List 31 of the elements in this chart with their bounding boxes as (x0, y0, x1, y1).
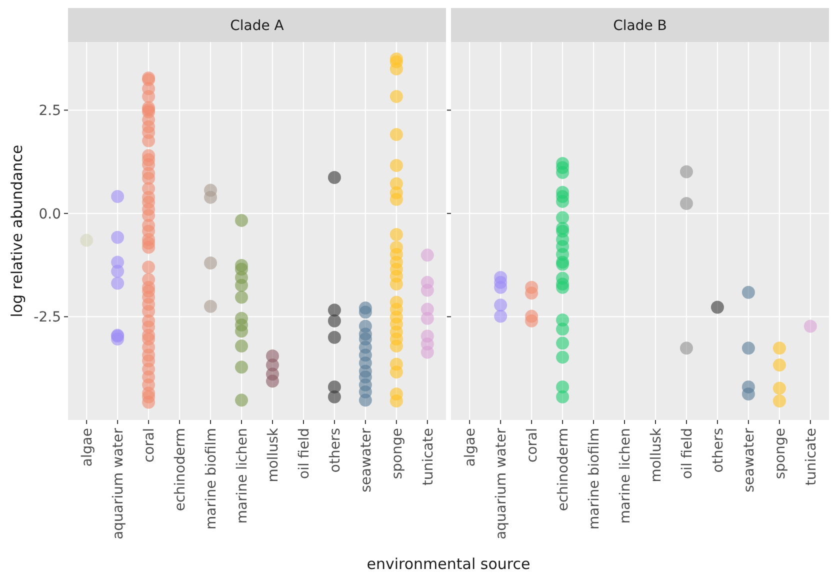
x-tick-label: seawater (358, 428, 374, 492)
x-tick-label: mollusk (648, 427, 664, 482)
x-tick-label: sponge (389, 428, 406, 480)
x-tick-label: coral (142, 428, 158, 462)
x-tick-label: marine biofilm (204, 428, 220, 530)
y-axis-title: log relative abundance (8, 144, 26, 318)
x-tick-label: others (327, 428, 344, 473)
x-tick-label: others (710, 428, 726, 473)
x-tick-label: tunicate (803, 428, 820, 486)
x-tick-label: mollusk (265, 427, 282, 482)
x-tick-label: algae (80, 428, 96, 467)
y-tick-label: 2.5 (38, 103, 61, 120)
x-tick-label: marine lichen (618, 428, 634, 524)
y-tick-label: -2.5 (34, 310, 61, 326)
x-tick-label: marine lichen (234, 428, 251, 524)
chart-title: Clade B (613, 18, 667, 34)
x-tick-label: coral (524, 428, 541, 462)
x-tick-label: seawater (741, 428, 758, 492)
x-tick-label: sponge (772, 428, 788, 480)
x-tick-label: aquarium water (494, 428, 510, 540)
x-tick-label: oil field (296, 428, 312, 480)
x-tick-label: marine biofilm (586, 428, 603, 530)
x-tick-label: aquarium water (110, 428, 127, 540)
x-tick-label: echinoderm (556, 428, 572, 512)
chart-title: Clade A (230, 18, 284, 34)
x-tick-label: algae (462, 428, 479, 467)
x-axis-title: environmental source (366, 555, 530, 573)
x-tick-label: tunicate (420, 428, 436, 486)
x-tick-label: echinoderm (172, 428, 189, 512)
y-tick-label: 0.0 (38, 206, 61, 222)
x-tick-label: oil field (679, 428, 696, 480)
